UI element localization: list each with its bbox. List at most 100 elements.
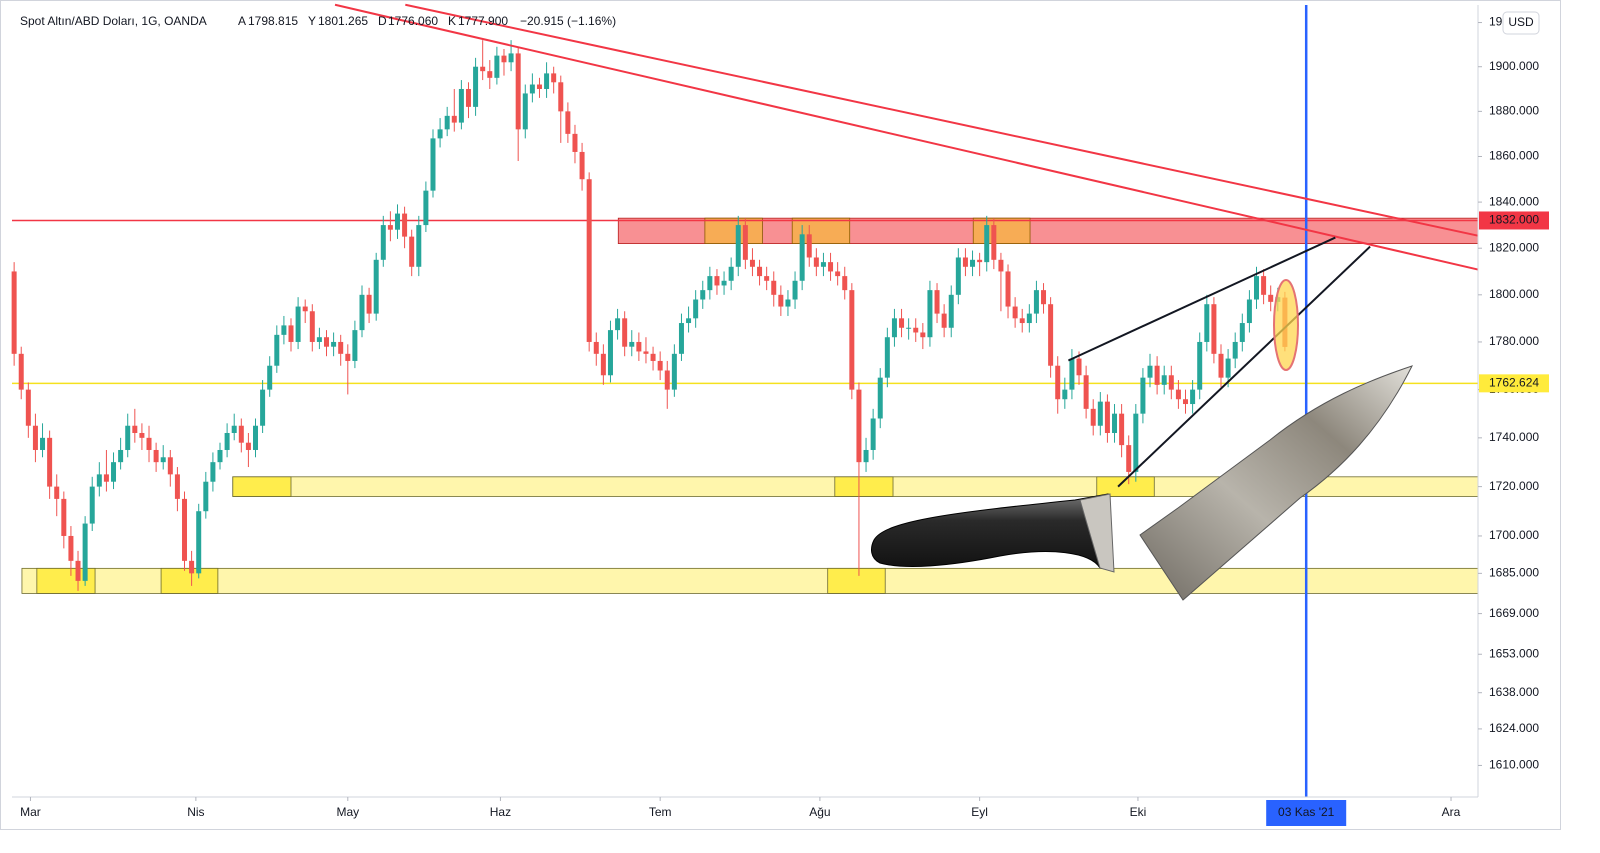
- candle-body: [54, 486, 60, 499]
- candle-body: [174, 474, 180, 499]
- candle-body: [508, 53, 514, 63]
- candle-body: [238, 425, 244, 443]
- candle-body: [1119, 413, 1125, 446]
- candle-body: [835, 271, 841, 277]
- candle-body: [1097, 401, 1103, 426]
- y-tick-label: 1860.000: [1489, 149, 1539, 163]
- candle-body: [529, 84, 535, 94]
- candle-body: [1005, 271, 1011, 307]
- candle-body: [1168, 375, 1174, 390]
- axes: 1920.0001900.0001880.0001860.0001840.000…: [20, 15, 1549, 826]
- candle-body: [1154, 365, 1160, 385]
- y-tick-label: 1685.000: [1489, 566, 1539, 580]
- candle-body: [380, 225, 386, 260]
- candle-body: [643, 351, 649, 354]
- candle-body: [11, 271, 17, 354]
- x-tick-label: Ara: [1442, 805, 1461, 819]
- candle-body: [899, 318, 905, 328]
- candle-body: [536, 84, 542, 89]
- candle-body: [764, 276, 770, 281]
- candle-body: [1126, 445, 1132, 472]
- candle-body: [913, 327, 919, 333]
- level-badge: [1479, 211, 1549, 230]
- x-tick-label: Mar: [20, 805, 41, 819]
- candle-body: [182, 498, 188, 561]
- y-tick-label: 1740.000: [1489, 430, 1539, 444]
- y-tick-label: 1669.000: [1489, 606, 1539, 620]
- candle-body: [693, 299, 699, 319]
- y-tick-label: 1624.000: [1489, 721, 1539, 735]
- knife-handle: [871, 493, 1113, 571]
- candle-body: [501, 55, 507, 63]
- candle-body: [998, 259, 1004, 272]
- candle-body: [686, 318, 692, 324]
- zone: [972, 217, 1031, 244]
- candle-body: [409, 236, 415, 267]
- candle-body: [267, 365, 273, 390]
- candle-body: [458, 88, 464, 123]
- highlight-ellipse: [1273, 279, 1299, 371]
- candle-body: [1019, 318, 1025, 324]
- candle-body: [1069, 358, 1075, 390]
- currency-label[interactable]: USD: [1508, 15, 1534, 29]
- candle-body: [707, 276, 713, 291]
- ohlc-value: 1776.060: [388, 14, 438, 28]
- candle-body: [1026, 313, 1032, 324]
- candle-body: [1175, 389, 1181, 400]
- candle-body: [984, 225, 990, 263]
- candle-body: [316, 337, 322, 342]
- candle-body: [118, 449, 124, 463]
- candle-body: [359, 294, 365, 331]
- candle-body: [1161, 375, 1167, 385]
- currency-badge[interactable]: [1502, 11, 1540, 35]
- candle-body: [196, 511, 202, 574]
- candle-body: [430, 138, 436, 191]
- zone: [21, 567, 1479, 594]
- candle-body: [1147, 365, 1153, 378]
- candle-body: [678, 323, 684, 354]
- candle-body: [977, 259, 983, 263]
- header: Spot Altın/ABD Doları, 1G, OANDA A 1798.8…: [20, 14, 616, 28]
- y-tick-label: 1720.000: [1489, 479, 1539, 493]
- candle-body: [863, 449, 869, 463]
- y-tick-label: 1638.000: [1489, 685, 1539, 699]
- candle-body: [948, 294, 954, 328]
- candle-body: [607, 330, 613, 376]
- candle-body: [373, 259, 379, 314]
- candle-body: [1261, 276, 1267, 295]
- candle-body: [572, 133, 578, 152]
- x-tick-label: Ağu: [809, 805, 830, 819]
- candle-body: [1204, 304, 1210, 342]
- candle-body: [473, 66, 479, 107]
- candle-body: [47, 437, 53, 487]
- candle-body: [771, 280, 777, 295]
- candle-body: [728, 266, 734, 281]
- candle-body: [366, 294, 372, 314]
- x-tick-label: Haz: [490, 805, 511, 819]
- candle-body: [494, 55, 500, 78]
- level-badge: [1479, 374, 1549, 393]
- candle-body: [331, 341, 337, 347]
- candle-body: [167, 457, 173, 475]
- x-tick-label: Nis: [187, 805, 204, 819]
- candle-body: [1225, 358, 1231, 378]
- candle-body: [586, 179, 592, 342]
- candle-body: [437, 129, 443, 139]
- candle-body: [828, 262, 834, 272]
- candle-body: [522, 93, 528, 130]
- candle-body: [465, 88, 471, 107]
- candle-body: [792, 280, 798, 300]
- candle-body: [1254, 276, 1260, 300]
- candle-body: [962, 257, 968, 267]
- knife-blade: [1139, 365, 1413, 601]
- x-tick-label: Eyl: [971, 805, 988, 819]
- candle-body: [288, 325, 294, 342]
- knife-bolster: [1079, 493, 1115, 573]
- ohlc-key: K: [448, 14, 456, 28]
- candle-body: [1112, 413, 1118, 433]
- candle-body: [1246, 299, 1252, 324]
- candle-body: [203, 481, 209, 512]
- zone: [704, 217, 763, 244]
- y-tick-label: 1840.000: [1489, 194, 1539, 208]
- candle-body: [1076, 358, 1082, 376]
